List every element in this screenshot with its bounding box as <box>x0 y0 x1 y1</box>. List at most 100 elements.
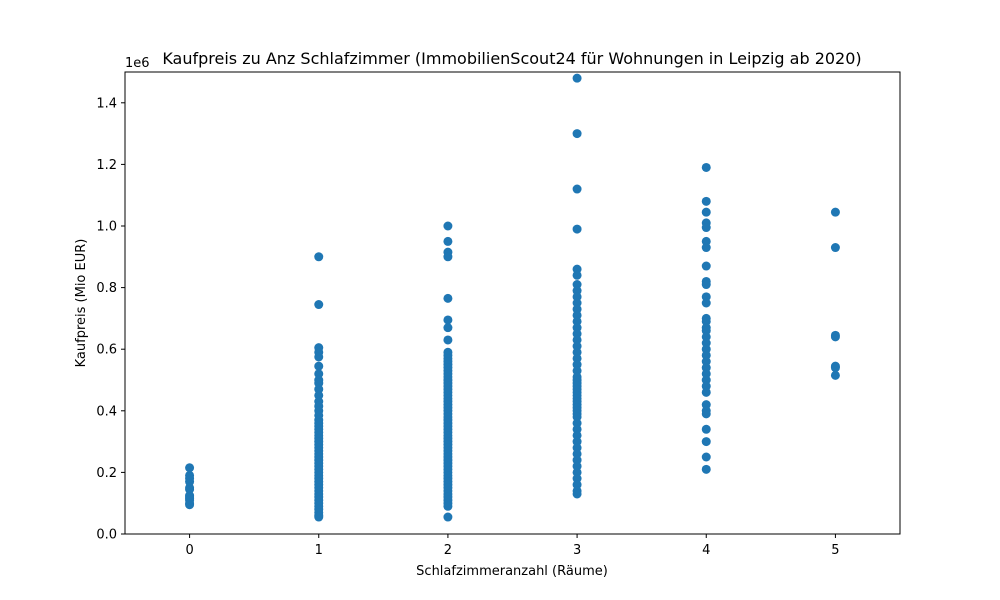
data-point <box>701 363 711 373</box>
y-axis-title: Kaufpreis (Mio EUR) <box>74 239 89 368</box>
data-point <box>572 430 582 440</box>
x-tick-label: 4 <box>702 543 710 558</box>
data-point <box>572 412 582 422</box>
data-point <box>314 352 324 362</box>
data-point <box>314 390 324 400</box>
data-point <box>572 264 582 274</box>
data-point <box>701 344 711 354</box>
data-point <box>701 464 711 474</box>
data-point <box>701 316 711 326</box>
data-point <box>701 261 711 271</box>
data-point <box>572 474 582 484</box>
data-point <box>572 347 582 357</box>
x-axis-title: Schlafzimmeranzahl (Räume) <box>416 564 608 579</box>
data-point <box>443 501 453 511</box>
x-axis-ticks: 0 1 2 3 4 5 <box>185 534 840 558</box>
data-point <box>701 409 711 419</box>
data-point <box>572 184 582 194</box>
data-point <box>701 437 711 447</box>
data-point <box>443 293 453 303</box>
data-point <box>314 361 324 371</box>
data-point <box>185 483 195 493</box>
data-point <box>572 418 582 428</box>
data-point <box>572 353 582 363</box>
data-point <box>572 489 582 499</box>
data-point <box>701 350 711 360</box>
data-point <box>185 463 195 473</box>
data-point <box>701 381 711 391</box>
data-point <box>572 323 582 333</box>
x-tick-label: 3 <box>573 543 581 558</box>
x-tick-label: 0 <box>185 543 193 558</box>
data-point <box>701 223 711 233</box>
data-point <box>314 252 324 262</box>
data-point <box>701 400 711 410</box>
data-point <box>701 207 711 217</box>
data-point <box>701 292 711 302</box>
data-point <box>572 467 582 477</box>
data-point <box>572 316 582 326</box>
y-tick-label: 1.4 <box>96 96 117 111</box>
data-point <box>830 370 840 380</box>
data-point <box>830 332 840 342</box>
data-point <box>701 196 711 206</box>
data-point <box>830 207 840 217</box>
data-point <box>572 443 582 453</box>
data-point <box>830 243 840 253</box>
data-point <box>185 491 195 500</box>
data-point <box>314 369 324 379</box>
data-point <box>572 73 582 83</box>
data-point <box>701 424 711 434</box>
data-point <box>572 455 582 465</box>
data-point <box>443 335 453 345</box>
data-point <box>314 384 324 394</box>
data-point <box>701 452 711 462</box>
data-point <box>572 270 582 280</box>
data-point <box>443 221 453 231</box>
data-point <box>572 360 582 370</box>
data-point <box>572 341 582 351</box>
data-point <box>572 329 582 339</box>
data-point <box>572 437 582 447</box>
data-point <box>701 280 711 290</box>
data-point <box>830 363 840 373</box>
data-point <box>701 243 711 253</box>
data-point <box>701 387 711 397</box>
data-point <box>701 375 711 385</box>
data-point <box>701 357 711 367</box>
data-point <box>572 335 582 345</box>
data-point <box>572 129 582 139</box>
data-point <box>572 304 582 314</box>
data-point <box>572 298 582 308</box>
data-point <box>701 369 711 379</box>
data-point <box>443 252 453 262</box>
data-point <box>572 292 582 302</box>
data-point <box>701 338 711 348</box>
data-point <box>314 378 324 388</box>
plot-frame <box>124 71 901 535</box>
y-axis-ticks: 0.0 0.2 0.4 0.6 0.8 1.0 1.2 1.4 <box>96 96 125 543</box>
data-point <box>572 224 582 234</box>
y-tick-label: 0.8 <box>96 281 117 296</box>
data-point <box>572 449 582 459</box>
data-point <box>572 310 582 320</box>
data-point <box>701 332 711 342</box>
x-tick-label: 2 <box>444 543 452 558</box>
data-point <box>701 236 711 246</box>
data-point <box>572 286 582 296</box>
data-point <box>314 512 324 522</box>
data-point <box>572 366 582 376</box>
y-offset-label: 1e6 <box>125 56 150 71</box>
data-point <box>701 162 711 172</box>
y-tick-label: 0.2 <box>96 466 117 481</box>
data-point <box>443 236 453 246</box>
data-point <box>572 424 582 434</box>
data-point <box>185 470 195 480</box>
y-tick-label: 0.0 <box>96 528 117 543</box>
y-tick-label: 1.2 <box>96 158 117 173</box>
data-point <box>572 280 582 290</box>
y-tick-label: 0.6 <box>96 343 117 358</box>
data-point <box>443 323 453 333</box>
data-point <box>443 315 453 325</box>
